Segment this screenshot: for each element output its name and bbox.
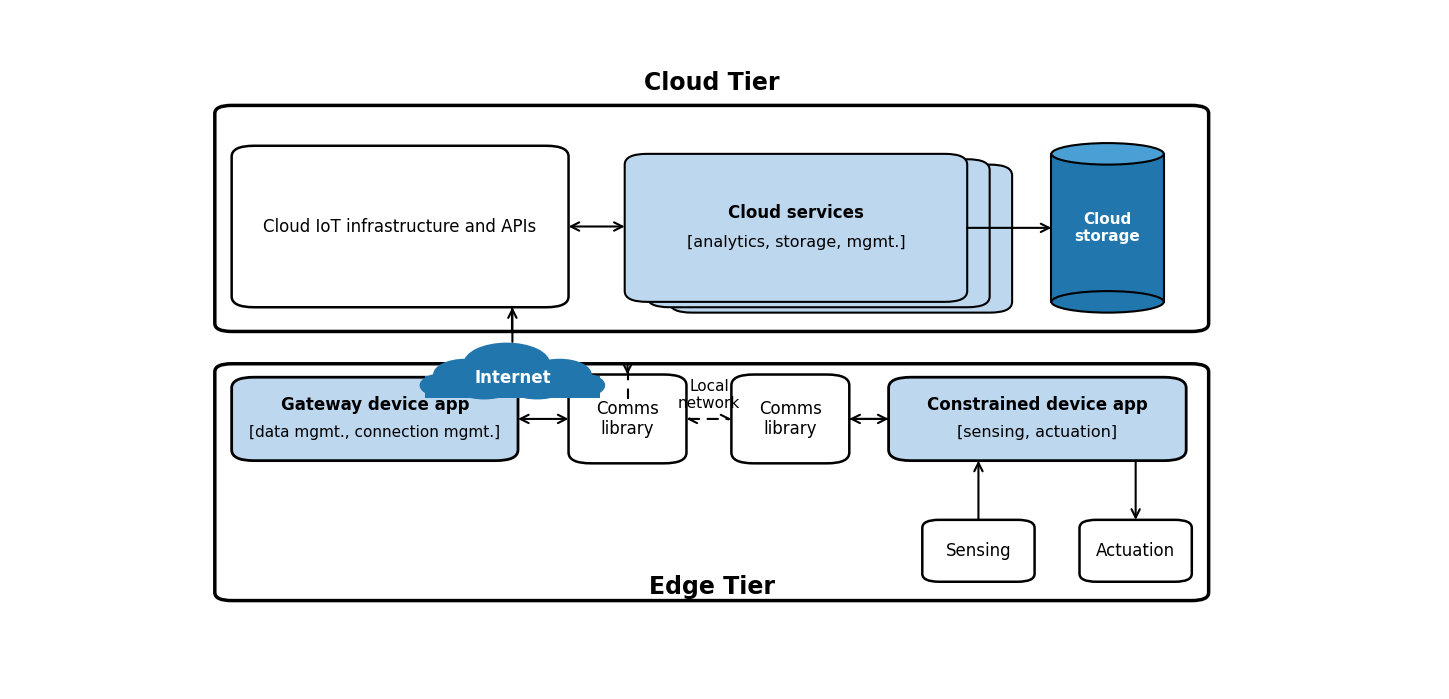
Text: Actuation: Actuation xyxy=(1095,542,1175,560)
Circle shape xyxy=(420,373,469,397)
Text: Cloud services: Cloud services xyxy=(727,204,864,222)
FancyBboxPatch shape xyxy=(923,520,1035,582)
Text: Cloud Tier: Cloud Tier xyxy=(643,71,780,94)
FancyBboxPatch shape xyxy=(425,376,600,398)
Circle shape xyxy=(464,343,549,384)
FancyBboxPatch shape xyxy=(732,375,849,463)
Circle shape xyxy=(451,366,519,398)
FancyBboxPatch shape xyxy=(888,377,1187,461)
Text: [analytics, storage, mgmt.]: [analytics, storage, mgmt.] xyxy=(687,236,906,250)
Text: Edge Tier: Edge Tier xyxy=(649,575,775,599)
FancyBboxPatch shape xyxy=(232,377,519,461)
Text: Cloud
storage: Cloud storage xyxy=(1075,212,1140,244)
Text: Constrained device app: Constrained device app xyxy=(927,396,1148,415)
FancyBboxPatch shape xyxy=(1052,154,1164,302)
FancyBboxPatch shape xyxy=(214,106,1208,331)
Ellipse shape xyxy=(1052,143,1164,164)
FancyBboxPatch shape xyxy=(232,146,568,308)
Ellipse shape xyxy=(1052,291,1164,312)
Text: Cloud IoT infrastructure and APIs: Cloud IoT infrastructure and APIs xyxy=(264,217,536,236)
Text: [data mgmt., connection mgmt.]: [data mgmt., connection mgmt.] xyxy=(249,425,500,440)
FancyBboxPatch shape xyxy=(669,165,1013,312)
Text: Sensing: Sensing xyxy=(946,542,1011,560)
FancyBboxPatch shape xyxy=(214,363,1208,600)
Text: Comms
library: Comms library xyxy=(759,400,822,438)
Text: Comms
library: Comms library xyxy=(596,400,659,438)
Text: Internet: Internet xyxy=(474,369,551,387)
Circle shape xyxy=(555,373,604,397)
FancyBboxPatch shape xyxy=(648,159,990,308)
Circle shape xyxy=(503,366,571,398)
Text: Gateway device app: Gateway device app xyxy=(281,396,469,415)
Text: [sensing, actuation]: [sensing, actuation] xyxy=(958,425,1117,440)
Text: Local
network: Local network xyxy=(678,378,740,411)
FancyBboxPatch shape xyxy=(625,154,968,302)
FancyBboxPatch shape xyxy=(1080,520,1193,582)
Circle shape xyxy=(527,359,591,389)
FancyBboxPatch shape xyxy=(568,375,687,463)
Circle shape xyxy=(433,359,497,389)
